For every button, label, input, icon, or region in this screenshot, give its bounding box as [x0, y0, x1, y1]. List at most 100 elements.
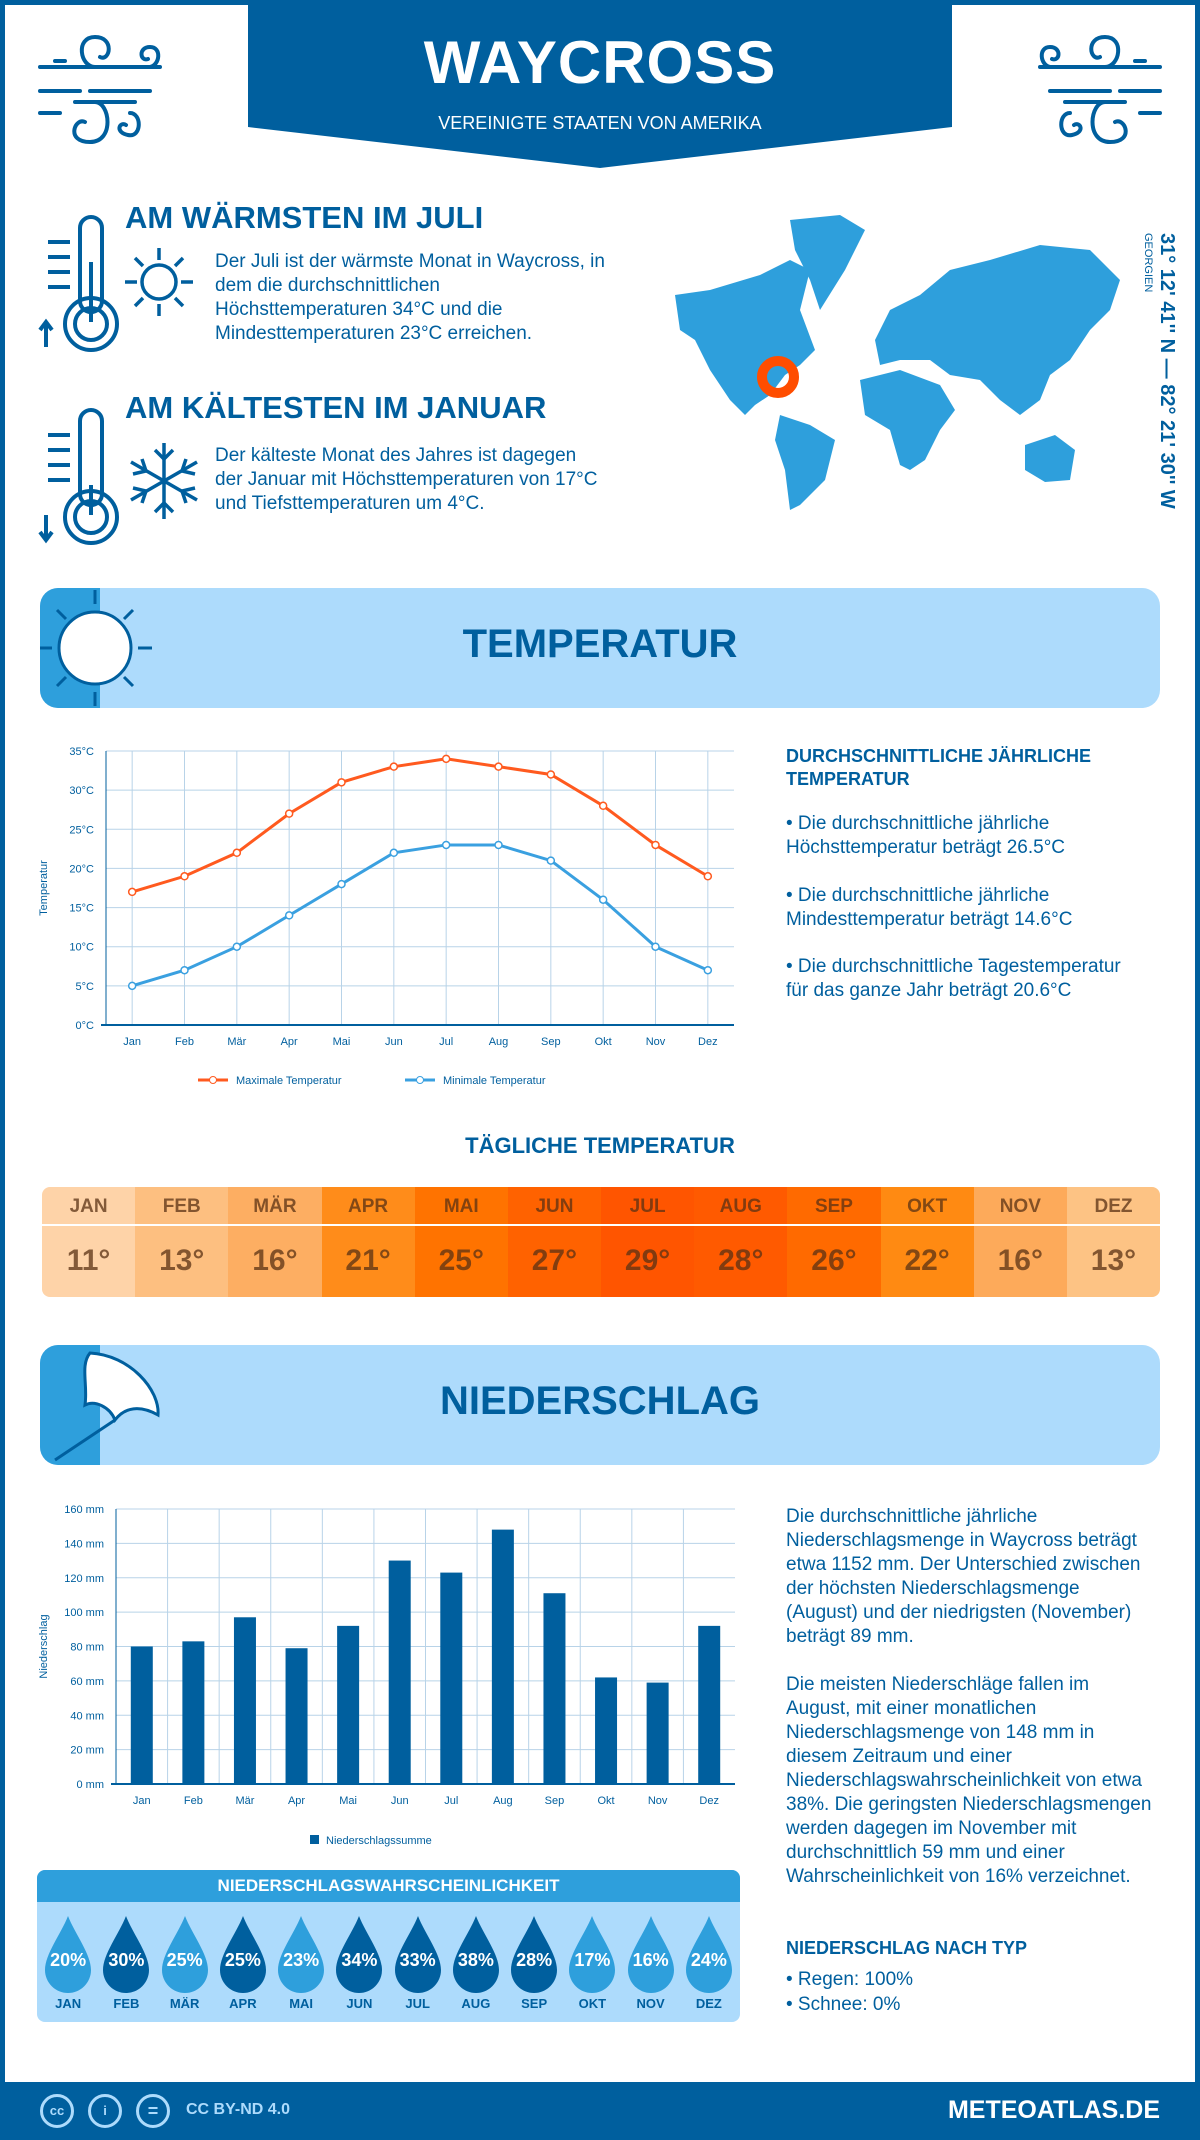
probability-drop: 38% AUG	[447, 1902, 505, 2020]
raindrop-icon	[685, 1916, 732, 1993]
y-axis-label: Niederschlag	[38, 1614, 50, 1678]
precip-probability-panel: NIEDERSCHLAGSWAHRSCHEINLICHKEIT 20% JAN 30…	[37, 1870, 740, 2022]
x-tick-label: Jul	[439, 1036, 453, 1048]
probability-month: OKT	[578, 1996, 607, 2011]
coldest-text: Der kälteste Monat des Jahres ist dagege…	[215, 445, 598, 514]
probability-drop: 25% APR	[214, 1902, 272, 2020]
y-tick-label: 80 mm	[70, 1642, 104, 1654]
daily-temp-9: OKT 22°	[880, 1187, 974, 1297]
daily-temp-11: DEZ 13°	[1066, 1187, 1160, 1297]
daily-temp-10: NOV 16°	[973, 1187, 1067, 1297]
x-tick-label: Sep	[541, 1036, 561, 1048]
legend-marker	[209, 1076, 217, 1084]
x-tick-label: Dez	[699, 1795, 719, 1807]
probability-month: FEB	[113, 1996, 140, 2011]
raindrop-icon	[103, 1916, 150, 1993]
daily-value: 26°	[811, 1244, 857, 1277]
country-subtitle: VEREINIGTE STAATEN VON AMERIKA	[438, 113, 762, 133]
precipitation-chart: 0 mm 20 mm 40 mm 60 mm 80 mm 100 mm 120 mm 140 …	[38, 1504, 735, 1847]
probability-month: SEP	[521, 1996, 548, 2011]
precip-type-rain: • Regen: 100%	[786, 1969, 914, 1990]
data-point	[598, 801, 608, 811]
daily-value: 16°	[252, 1244, 298, 1277]
temperature-banner	[40, 588, 1160, 708]
y-tick-label: 0°C	[76, 1020, 95, 1032]
warmest-text: Der Juli ist der wärmste Monat in Waycro…	[215, 251, 605, 344]
header-banner	[248, 0, 952, 168]
y-tick-label: 100 mm	[64, 1607, 104, 1619]
daily-month: NOV	[973, 1187, 1067, 1226]
temp-bullet: • Die durchschnittliche jährliche Höchst…	[786, 813, 1066, 858]
probability-month: AUG	[461, 1996, 491, 2011]
probability-value: 25%	[224, 1950, 261, 1970]
daily-temp-1: FEB 13°	[135, 1187, 229, 1297]
nd-icon: =	[136, 2094, 170, 2128]
data-point	[337, 879, 346, 889]
city-title: WAYCROSS	[423, 29, 777, 96]
x-tick-label: Jul	[444, 1795, 458, 1807]
probability-value: 25%	[166, 1950, 203, 1970]
footer: cc i = CC BY-ND 4.0 METEOATLAS.DE	[0, 2082, 1200, 2140]
y-tick-label: 30°C	[69, 785, 94, 797]
y-tick-label: 15°C	[69, 903, 94, 915]
precip-paragraph: Die meisten Niederschläge fallen im Augu…	[786, 1674, 1152, 1887]
daily-temp-heading: TÄGLICHE TEMPERATUR	[465, 1133, 735, 1158]
y-tick-label: 140 mm	[64, 1538, 104, 1550]
raindrop-icon	[161, 1916, 208, 1993]
region-label: GEORGIEN	[1142, 233, 1154, 293]
probability-month: MAI	[289, 1996, 314, 2011]
bar	[440, 1572, 463, 1784]
probability-value: 23%	[283, 1950, 320, 1970]
raindrop-icon	[511, 1916, 557, 1993]
probability-value: 34%	[341, 1950, 378, 1970]
x-tick-label: Jun	[391, 1795, 409, 1807]
daily-temp-0: JAN 11°	[42, 1187, 136, 1297]
daily-value: 13°	[159, 1244, 205, 1277]
probability-value: 33%	[399, 1950, 436, 1970]
series-line	[131, 843, 709, 988]
temperature-chart: 0°C 5°C 10°C 15°C 20°C 25°C 30°C 35°C Jan Feb Mär A…	[38, 746, 734, 1087]
daily-month: JAN	[42, 1187, 136, 1226]
x-tick-label: Feb	[184, 1795, 203, 1807]
probability-drop: 30% FEB	[97, 1902, 155, 2020]
y-tick-label: 20 mm	[70, 1745, 104, 1757]
probability-value: 30%	[108, 1950, 145, 1970]
daily-month: MÄR	[228, 1187, 322, 1226]
coldest-heading: AM KÄLTESTEN IM JANUAR	[125, 390, 547, 425]
by-icon: i	[88, 2094, 122, 2128]
bar	[285, 1648, 308, 1784]
daily-value: 25°	[438, 1244, 484, 1277]
daily-value: 27°	[531, 1244, 578, 1277]
precip-type-snow: • Schnee: 0%	[786, 1994, 901, 2015]
legend-label: Maximale Temperatur	[236, 1075, 342, 1087]
daily-value: 21°	[345, 1244, 391, 1277]
probability-month: NOV	[636, 1996, 665, 2011]
precip-paragraph: Die durchschnittliche jährliche Niedersc…	[786, 1506, 1141, 1647]
sun-icon	[40, 590, 152, 706]
data-point	[703, 965, 713, 975]
raindrop-icon	[278, 1916, 324, 1993]
x-tick-label: Mär	[235, 1795, 254, 1807]
y-tick-label: 10°C	[69, 942, 94, 954]
x-tick-label: Mai	[339, 1795, 357, 1807]
data-point	[703, 872, 713, 881]
data-point	[337, 778, 346, 787]
y-tick-label: 35°C	[69, 746, 94, 758]
daily-month: JUN	[507, 1187, 602, 1226]
thermometer-up-icon	[38, 215, 119, 352]
probability-drop: 16% NOV	[622, 1902, 680, 2020]
probability-month: JAN	[55, 1996, 82, 2011]
daily-temp-2: MÄR 16°	[228, 1187, 322, 1297]
bar	[646, 1682, 669, 1784]
y-tick-label: 0 mm	[77, 1779, 105, 1791]
data-point	[494, 840, 503, 850]
y-tick-label: 60 mm	[70, 1676, 104, 1688]
probability-drop: 33% JUL	[389, 1902, 447, 2020]
site-link[interactable]: METEOATLAS.DE	[947, 2096, 1160, 2124]
data-point	[180, 965, 189, 975]
raindrop-icon	[569, 1916, 616, 1993]
precip-type-heading: NIEDERSCHLAG NACH TYP	[786, 1938, 1028, 1958]
precipitation-title: NIEDERSCHLAG	[439, 1379, 761, 1423]
daily-temp-4: MAI 25°	[414, 1187, 508, 1297]
daily-value: 22°	[904, 1244, 950, 1277]
